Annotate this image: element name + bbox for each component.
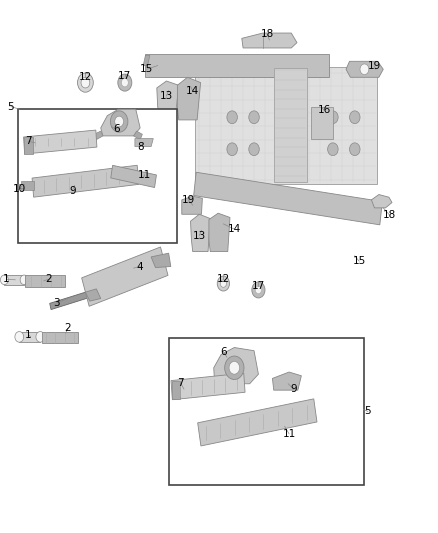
Polygon shape (198, 399, 317, 446)
Text: 1: 1 (3, 274, 10, 284)
Circle shape (20, 275, 28, 285)
Polygon shape (94, 131, 103, 140)
Polygon shape (25, 275, 65, 287)
Polygon shape (42, 332, 78, 343)
Text: 5: 5 (7, 102, 14, 111)
Polygon shape (171, 373, 245, 400)
Text: 12: 12 (217, 274, 230, 284)
Circle shape (227, 143, 237, 156)
Polygon shape (274, 68, 307, 182)
Circle shape (328, 111, 338, 124)
Text: 7: 7 (177, 378, 184, 387)
Text: 1: 1 (25, 330, 32, 340)
Text: 6: 6 (113, 124, 120, 134)
Text: 7: 7 (25, 136, 32, 146)
Polygon shape (19, 332, 40, 342)
Polygon shape (111, 165, 156, 188)
Circle shape (252, 282, 265, 298)
Polygon shape (371, 195, 392, 208)
Circle shape (78, 73, 93, 92)
Circle shape (36, 332, 45, 342)
Circle shape (255, 286, 261, 294)
Circle shape (350, 111, 360, 124)
Polygon shape (242, 33, 297, 48)
Polygon shape (157, 81, 179, 118)
Polygon shape (24, 137, 33, 154)
Text: 11: 11 (138, 170, 151, 180)
Polygon shape (81, 247, 168, 306)
Circle shape (121, 78, 128, 87)
Circle shape (110, 111, 128, 132)
Circle shape (328, 143, 338, 156)
Polygon shape (50, 282, 119, 310)
Text: 19: 19 (368, 61, 381, 71)
Circle shape (81, 77, 90, 88)
Text: 17: 17 (252, 281, 265, 290)
Text: 14: 14 (186, 86, 199, 95)
Text: 17: 17 (118, 71, 131, 80)
Polygon shape (85, 289, 101, 301)
Polygon shape (311, 107, 333, 139)
Text: 2: 2 (45, 274, 52, 284)
Text: 9: 9 (69, 186, 76, 196)
Polygon shape (214, 348, 258, 384)
Polygon shape (209, 213, 230, 252)
Circle shape (249, 143, 259, 156)
Text: 16: 16 (318, 106, 331, 115)
Text: 5: 5 (364, 407, 371, 416)
Polygon shape (195, 67, 377, 184)
Text: 18: 18 (383, 211, 396, 220)
Circle shape (350, 143, 360, 156)
Text: 6: 6 (220, 347, 227, 357)
Circle shape (225, 356, 244, 379)
Text: 9: 9 (290, 384, 297, 394)
Circle shape (0, 275, 8, 285)
Polygon shape (191, 214, 210, 252)
Circle shape (115, 116, 124, 127)
Polygon shape (134, 131, 142, 140)
Text: 11: 11 (283, 429, 296, 439)
Text: 13: 13 (193, 231, 206, 240)
Circle shape (220, 280, 226, 287)
Polygon shape (151, 253, 171, 268)
Text: 15: 15 (353, 256, 366, 266)
Polygon shape (145, 54, 328, 77)
Text: 18: 18 (261, 29, 274, 39)
Polygon shape (346, 61, 383, 77)
Text: 10: 10 (13, 184, 26, 194)
Text: 14: 14 (228, 224, 241, 234)
Polygon shape (194, 172, 382, 225)
Polygon shape (18, 184, 24, 188)
Polygon shape (24, 130, 97, 154)
Polygon shape (4, 275, 24, 285)
Polygon shape (143, 55, 150, 66)
Polygon shape (182, 196, 202, 214)
FancyBboxPatch shape (169, 338, 364, 485)
Text: 13: 13 (160, 91, 173, 101)
Circle shape (217, 276, 230, 291)
Polygon shape (32, 165, 139, 197)
Polygon shape (101, 109, 140, 136)
Circle shape (360, 64, 369, 75)
Polygon shape (272, 372, 301, 390)
Text: 19: 19 (182, 195, 195, 205)
Text: 12: 12 (79, 72, 92, 82)
Circle shape (118, 74, 132, 91)
FancyBboxPatch shape (18, 109, 177, 243)
Text: 4: 4 (137, 262, 144, 271)
Circle shape (249, 111, 259, 124)
Circle shape (229, 361, 240, 374)
Text: 8: 8 (137, 142, 144, 151)
Circle shape (227, 111, 237, 124)
Polygon shape (177, 77, 201, 120)
Text: 2: 2 (64, 324, 71, 333)
Circle shape (15, 332, 24, 342)
Text: 3: 3 (53, 298, 60, 308)
Polygon shape (172, 381, 180, 399)
Text: 15: 15 (140, 64, 153, 74)
Polygon shape (21, 181, 34, 190)
Polygon shape (135, 139, 153, 147)
